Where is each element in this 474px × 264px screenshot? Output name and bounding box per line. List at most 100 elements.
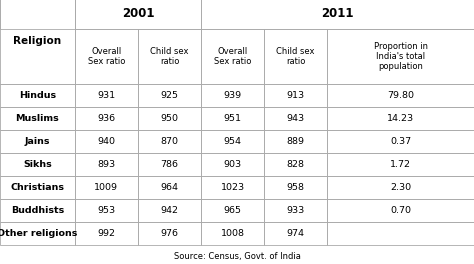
Bar — [264, 107, 327, 130]
Text: Overall
Sex ratio: Overall Sex ratio — [88, 47, 125, 66]
Bar — [327, 153, 474, 176]
Bar — [201, 107, 264, 130]
Text: Religion: Religion — [13, 36, 62, 46]
Bar — [75, 84, 138, 107]
Bar — [75, 107, 138, 130]
Bar — [138, 199, 201, 222]
Bar — [201, 199, 264, 222]
Bar — [75, 0, 201, 29]
Text: 1.72: 1.72 — [390, 160, 411, 169]
Bar — [327, 84, 474, 107]
Bar — [327, 130, 474, 153]
Bar — [201, 29, 264, 84]
Bar — [201, 176, 264, 199]
Bar — [75, 222, 138, 245]
Bar — [201, 222, 264, 245]
Bar — [0, 199, 75, 222]
Bar — [264, 222, 327, 245]
Bar — [201, 176, 264, 199]
Text: 954: 954 — [224, 137, 241, 146]
Bar — [138, 107, 201, 130]
Bar — [138, 29, 201, 84]
Bar — [264, 153, 327, 176]
Bar — [264, 199, 327, 222]
Bar — [201, 153, 264, 176]
Bar — [201, 153, 264, 176]
Bar — [201, 107, 264, 130]
Bar — [264, 199, 327, 222]
Text: Sikhs: Sikhs — [23, 160, 52, 169]
Bar — [0, 0, 75, 29]
Text: 14.23: 14.23 — [387, 114, 414, 123]
Bar — [138, 84, 201, 107]
Text: 79.80: 79.80 — [387, 91, 414, 100]
Bar — [0, 176, 75, 199]
Text: 1023: 1023 — [220, 183, 245, 192]
Text: Christians: Christians — [10, 183, 64, 192]
Bar — [0, 0, 75, 84]
Bar — [0, 153, 75, 176]
Bar — [201, 29, 264, 84]
Text: 974: 974 — [287, 229, 304, 238]
Bar — [327, 222, 474, 245]
Bar — [138, 130, 201, 153]
Bar — [138, 176, 201, 199]
Text: 943: 943 — [286, 114, 305, 123]
Text: Child sex
ratio: Child sex ratio — [276, 47, 315, 66]
Bar — [264, 107, 327, 130]
Bar — [327, 29, 474, 84]
Text: 951: 951 — [224, 114, 241, 123]
Bar — [327, 130, 474, 153]
Bar — [264, 130, 327, 153]
Bar — [264, 29, 327, 84]
Text: Other religions: Other religions — [0, 229, 78, 238]
Bar — [0, 107, 75, 130]
Text: 965: 965 — [224, 206, 241, 215]
Text: 958: 958 — [287, 183, 304, 192]
Bar — [138, 222, 201, 245]
Bar — [138, 199, 201, 222]
Bar — [75, 199, 138, 222]
Text: 992: 992 — [98, 229, 115, 238]
Bar — [138, 84, 201, 107]
Text: 936: 936 — [97, 114, 116, 123]
Text: 2001: 2001 — [122, 7, 154, 20]
Bar — [327, 107, 474, 130]
Bar — [327, 107, 474, 130]
Text: Overall
Sex ratio: Overall Sex ratio — [214, 47, 251, 66]
Text: 942: 942 — [161, 206, 178, 215]
Bar — [201, 222, 264, 245]
Text: 913: 913 — [286, 91, 305, 100]
Text: 1009: 1009 — [94, 183, 118, 192]
Text: 0.70: 0.70 — [390, 206, 411, 215]
Text: 903: 903 — [223, 160, 242, 169]
Bar — [327, 29, 474, 84]
Text: 976: 976 — [161, 229, 178, 238]
Bar — [138, 130, 201, 153]
Bar — [138, 176, 201, 199]
Text: Proportion in
India's total
population: Proportion in India's total population — [374, 42, 428, 71]
Text: 925: 925 — [161, 91, 178, 100]
Bar — [264, 84, 327, 107]
Bar — [201, 0, 474, 29]
Bar — [201, 0, 474, 29]
Bar — [327, 199, 474, 222]
Bar — [75, 0, 201, 29]
Text: 931: 931 — [97, 91, 116, 100]
Bar — [138, 153, 201, 176]
Bar — [264, 176, 327, 199]
Bar — [264, 153, 327, 176]
Bar — [0, 199, 75, 222]
Bar — [201, 130, 264, 153]
Text: 828: 828 — [287, 160, 304, 169]
Bar — [75, 153, 138, 176]
Bar — [75, 29, 138, 84]
Bar — [0, 222, 75, 245]
Bar — [75, 176, 138, 199]
Text: Child sex
ratio: Child sex ratio — [150, 47, 189, 66]
Bar — [0, 222, 75, 245]
Bar — [138, 153, 201, 176]
Bar — [264, 130, 327, 153]
Bar — [0, 176, 75, 199]
Bar — [0, 107, 75, 130]
